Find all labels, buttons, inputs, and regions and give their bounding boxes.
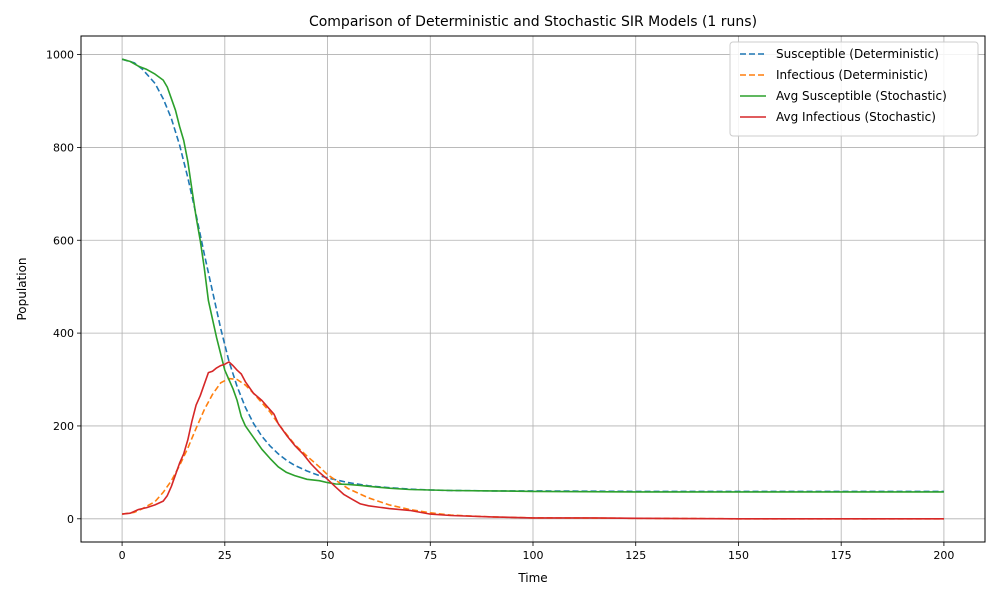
x-tick-label: 175 (831, 549, 852, 562)
legend-label: Infectious (Deterministic) (776, 68, 928, 82)
y-axis-label: Population (15, 257, 29, 320)
legend-label: Avg Susceptible (Stochastic) (776, 89, 947, 103)
y-tick-label: 400 (53, 327, 74, 340)
y-tick-label: 200 (53, 420, 74, 433)
x-tick-label: 0 (119, 549, 126, 562)
y-tick-label: 800 (53, 141, 74, 154)
x-tick-label: 25 (218, 549, 232, 562)
x-axis-label: Time (517, 571, 547, 585)
legend: Susceptible (Deterministic) Infectious (D… (729, 41, 979, 137)
axis-ticks: 0 25 50 75 100 125 150 175 200 0 200 400 600 800 1000 (46, 49, 954, 562)
x-tick-label: 150 (728, 549, 749, 562)
x-tick-label: 100 (523, 549, 544, 562)
series-line-4 (122, 361, 944, 520)
y-tick-label: 0 (67, 513, 74, 526)
x-tick-label: 50 (321, 549, 335, 562)
legend-label: Susceptible (Deterministic) (776, 47, 939, 61)
series-lines (121, 58, 944, 520)
chart-title: Comparison of Deterministic and Stochast… (309, 14, 757, 30)
y-tick-label: 600 (53, 234, 74, 247)
x-tick-label: 200 (933, 549, 954, 562)
series-line-3 (121, 58, 944, 493)
x-tick-label: 75 (423, 549, 437, 562)
x-tick-label: 125 (625, 549, 646, 562)
legend-label: Avg Infectious (Stochastic) (776, 110, 936, 124)
legend-box (729, 41, 979, 137)
y-tick-label: 1000 (46, 49, 74, 62)
